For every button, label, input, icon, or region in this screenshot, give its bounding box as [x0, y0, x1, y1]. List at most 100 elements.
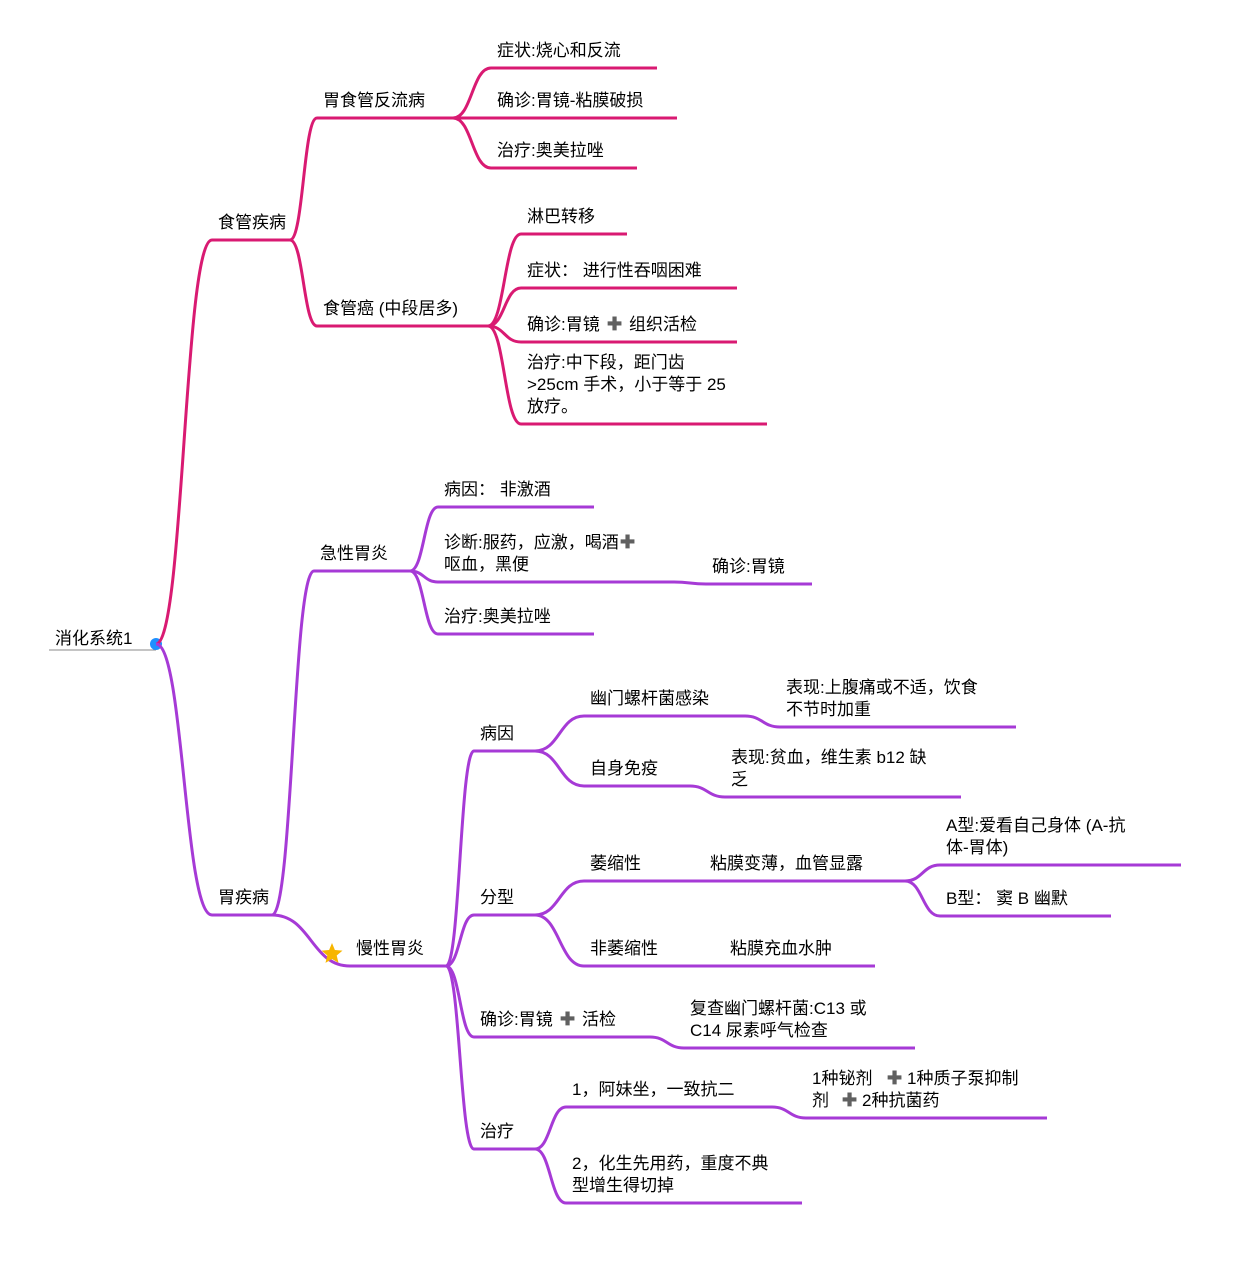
treat-leaf-1[interactable]: 2，化生先用药，重度不典型增生得切掉: [566, 1154, 802, 1203]
node-label: 粘膜充血水肿: [730, 939, 832, 958]
connector: [745, 716, 780, 727]
chronic-child-treat[interactable]: 治疗: [474, 1122, 535, 1149]
node-label: 剂: [812, 1091, 829, 1110]
acute-l4-0[interactable]: 确诊:胃镜: [706, 557, 812, 584]
node-label: 1种铋剂: [812, 1069, 872, 1088]
chronic-child-type[interactable]: 分型: [474, 888, 535, 915]
connector: [290, 118, 317, 240]
root-to-stomach: [156, 644, 212, 915]
node-label: 症状:烧心和反流: [497, 41, 621, 60]
type-l5-0[interactable]: 粘膜变薄，血管显露: [704, 854, 905, 881]
connector: [535, 881, 584, 915]
node-label: 组织活检: [629, 315, 697, 334]
eca-leaf-2[interactable]: 确诊:胃镜 ✚ 组织活检: [521, 314, 737, 342]
node-label: 治疗:中下段，距门齿: [527, 353, 685, 372]
type-l5-1[interactable]: 粘膜充血水肿: [724, 939, 875, 966]
node-label: 乏: [731, 770, 748, 789]
node-label: 病因： 非激酒: [444, 480, 551, 499]
node-label: 胃食管反流病: [323, 91, 425, 110]
node-label: B型： 窦 B 幽默: [946, 889, 1068, 908]
connector: [905, 865, 940, 881]
type-leaf-1[interactable]: 非萎缩性: [584, 939, 690, 966]
connector: [650, 1037, 684, 1048]
treat-l5-0[interactable]: 1种铋剂 ✚ 1种质子泵抑制剂 ✚ 2种抗菌药: [806, 1068, 1047, 1118]
gerd-leaf-1[interactable]: 确诊:胃镜-粘膜破损: [491, 91, 677, 118]
node-label: 急性胃炎: [320, 544, 388, 563]
node-label: 活检: [582, 1010, 616, 1029]
connector: [488, 234, 521, 326]
node-label: 型增生得切掉: [572, 1176, 674, 1195]
connector: [453, 68, 491, 118]
root-to-esoph: [156, 240, 212, 644]
level2-node-chronic[interactable]: 慢性胃炎: [350, 938, 446, 966]
node-label: 诊断:服药，应激，喝酒: [444, 533, 619, 552]
node-label: 幽门螺杆菌感染: [590, 689, 709, 708]
node-label: 不节时加重: [786, 700, 871, 719]
connector: [446, 751, 474, 966]
connector: [410, 507, 438, 571]
acute-leaf-2[interactable]: 治疗:奥美拉唑: [438, 607, 594, 634]
level2-node-acute[interactable]: 急性胃炎: [314, 544, 410, 571]
treat-leaf-0[interactable]: 1，阿妹坐，一致抗二: [566, 1080, 772, 1107]
node-label: 病因: [480, 724, 514, 743]
node-label: 萎缩性: [590, 854, 641, 873]
eca-leaf-0[interactable]: 淋巴转移: [521, 207, 627, 234]
gerd-leaf-0[interactable]: 症状:烧心和反流: [491, 41, 657, 68]
node-label: C14 尿素呼气检查: [690, 1021, 828, 1040]
connector: [535, 716, 584, 751]
node-label: 2种抗菌药: [862, 1091, 939, 1110]
node-label: A型:爱看自己身体 (A-抗: [946, 816, 1125, 835]
chronic-child-diag[interactable]: 确诊:胃镜 ✚ 活检: [474, 1009, 650, 1037]
cause-leaf-0[interactable]: 幽门螺杆菌感染: [584, 689, 745, 716]
acute-leaf-1[interactable]: 诊断:服药，应激，喝酒 ✚ 呕血，黑便: [438, 532, 674, 582]
connector: [446, 966, 474, 1149]
node-label: 呕血，黑便: [444, 555, 529, 574]
plus-icon: ✚: [887, 1068, 902, 1088]
node-label: 放疗。: [527, 397, 578, 416]
node-label: 确诊:胃镜-粘膜破损: [497, 91, 643, 110]
connector: [453, 118, 491, 168]
eca-leaf-1[interactable]: 症状： 进行性吞咽困难: [521, 261, 737, 288]
node-label: 慢性胃炎: [356, 938, 424, 958]
node-label: 表现:贫血，维生素 b12 缺: [731, 748, 927, 767]
node-label: 胃疾病: [218, 888, 269, 907]
cause-l5-1[interactable]: 表现:贫血，维生素 b12 缺乏: [725, 748, 961, 797]
connector: [272, 915, 350, 966]
type-l6-0[interactable]: A型:爱看自己身体 (A-抗体-胃体): [940, 816, 1181, 865]
gerd-leaf-2[interactable]: 治疗:奥美拉唑: [491, 141, 637, 168]
plus-icon: ✚: [842, 1090, 857, 1110]
cause-leaf-1[interactable]: 自身免疫: [584, 759, 690, 786]
connector: [674, 582, 706, 584]
level2-node-gerd[interactable]: 胃食管反流病: [317, 91, 453, 118]
node-label: 治疗:奥美拉唑: [497, 141, 604, 160]
connector: [535, 1149, 566, 1203]
node-label: 食管疾病: [218, 213, 286, 232]
node-label: 非萎缩性: [590, 939, 658, 958]
node-label: 复查幽门螺杆菌:C13 或: [690, 999, 867, 1018]
diag-l5-0[interactable]: 复查幽门螺杆菌:C13 或 C14 尿素呼气检查: [684, 999, 915, 1048]
level1-node-stomach[interactable]: 胃疾病: [212, 888, 272, 915]
level2-node-eca[interactable]: 食管癌 (中段居多): [317, 299, 488, 326]
connector: [290, 240, 317, 326]
node-label: 1，阿妹坐，一致抗二: [572, 1080, 734, 1099]
node-label: 确诊:胃镜: [712, 557, 785, 576]
type-leaf-0[interactable]: 萎缩性: [584, 854, 670, 881]
node-label: 食管癌 (中段居多): [323, 299, 458, 318]
level1-node-esoph[interactable]: 食管疾病: [212, 213, 290, 240]
connector: [772, 1107, 806, 1118]
connector: [535, 751, 584, 786]
connector: [905, 881, 940, 916]
node-label: 确诊:胃镜: [527, 315, 600, 334]
cause-l5-0[interactable]: 表现:上腹痛或不适，饮食不节时加重: [780, 678, 1016, 727]
acute-leaf-0[interactable]: 病因： 非激酒: [438, 480, 594, 507]
eca-leaf-3[interactable]: 治疗:中下段，距门齿 >25cm 手术，小于等于 25 放疗。: [521, 353, 767, 424]
node-label: 分型: [480, 888, 514, 907]
type-l6-1[interactable]: B型： 窦 B 幽默: [940, 889, 1111, 916]
connector: [272, 571, 314, 915]
node-label: >25cm 手术，小于等于 25: [527, 375, 726, 394]
chronic-child-cause[interactable]: 病因: [474, 724, 535, 751]
node-label: 自身免疫: [590, 759, 658, 778]
node-label: 确诊:胃镜: [480, 1010, 553, 1029]
plus-icon: ✚: [620, 532, 635, 552]
node-label: 2，化生先用药，重度不典: [572, 1154, 768, 1173]
